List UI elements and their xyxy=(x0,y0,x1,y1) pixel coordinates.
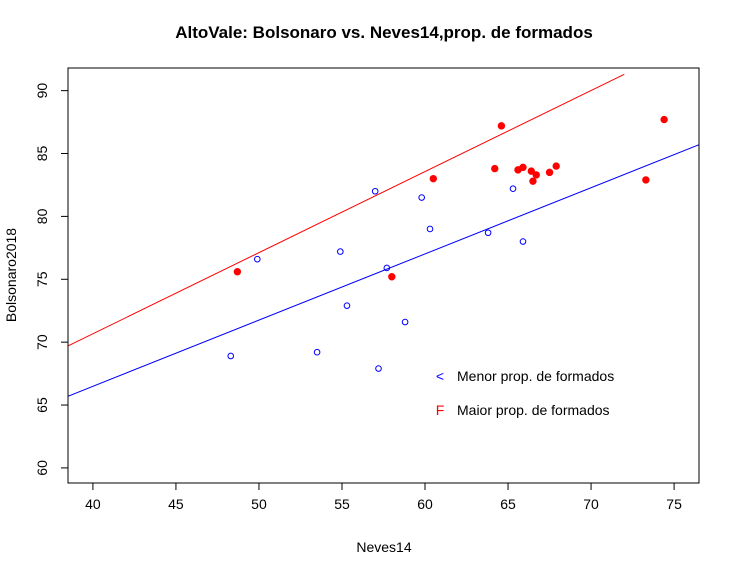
point-menor xyxy=(484,229,492,237)
point-menor xyxy=(426,225,434,233)
point-maior xyxy=(497,122,506,130)
y-axis: 60 65 70 75 80 85 90 xyxy=(34,83,68,476)
point-menor xyxy=(401,318,409,326)
point-menor xyxy=(343,302,351,309)
y-tick-label: 70 xyxy=(34,334,50,350)
legend: < Menor prop. de formados F Maior prop. … xyxy=(436,368,614,418)
point-maior xyxy=(532,171,540,179)
point-menor xyxy=(227,352,235,360)
point-maior xyxy=(529,177,537,185)
plot-frame xyxy=(67,67,700,484)
legend-symbol-maior: F xyxy=(436,402,445,418)
fit-lines xyxy=(68,73,699,397)
x-tick-label: 65 xyxy=(500,496,516,512)
point-menor xyxy=(375,365,382,372)
x-tick-label: 40 xyxy=(85,496,101,512)
y-tick-label: 75 xyxy=(34,271,50,287)
point-maior xyxy=(491,164,499,173)
data-points xyxy=(227,115,668,372)
point-menor xyxy=(519,238,527,245)
chart-title: AltoVale: Bolsonaro vs. Neves14,prop. de… xyxy=(175,23,593,42)
x-tick-label: 55 xyxy=(334,496,350,512)
x-tick-label: 60 xyxy=(417,496,433,512)
point-menor xyxy=(509,185,517,193)
x-tick-label: 70 xyxy=(583,496,599,512)
x-tick-label: 50 xyxy=(251,496,267,512)
y-tick-label: 65 xyxy=(34,397,50,413)
legend-symbol-menor: < xyxy=(436,368,444,384)
legend-label-menor: Menor prop. de formados xyxy=(457,368,614,384)
fit-line-menor xyxy=(68,144,699,397)
y-tick-label: 80 xyxy=(34,208,50,224)
point-maior xyxy=(519,163,527,172)
y-tick-label: 90 xyxy=(34,83,50,99)
point-maior xyxy=(388,273,396,281)
point-menor xyxy=(418,194,425,201)
y-tick-label: 60 xyxy=(34,460,50,476)
point-maior xyxy=(545,168,554,177)
x-tick-label: 75 xyxy=(666,496,682,512)
point-maior xyxy=(642,176,650,184)
point-maior xyxy=(233,268,242,276)
point-maior xyxy=(660,115,668,124)
point-menor xyxy=(337,248,344,255)
x-axis-label: Neves14 xyxy=(356,539,411,555)
x-axis: 40 45 50 55 60 65 70 75 xyxy=(85,483,682,512)
y-axis-label: Bolsonaro2018 xyxy=(3,228,19,322)
point-maior xyxy=(552,162,560,170)
point-maior xyxy=(527,167,535,175)
point-menor xyxy=(253,255,261,263)
y-tick-label: 85 xyxy=(34,146,50,162)
point-maior xyxy=(429,174,438,183)
x-tick-label: 45 xyxy=(168,496,184,512)
point-menor xyxy=(383,264,391,272)
point-menor xyxy=(313,348,321,356)
point-menor xyxy=(371,187,379,195)
legend-label-maior: Maior prop. de formados xyxy=(457,402,610,418)
fit-line-maior xyxy=(68,73,625,347)
